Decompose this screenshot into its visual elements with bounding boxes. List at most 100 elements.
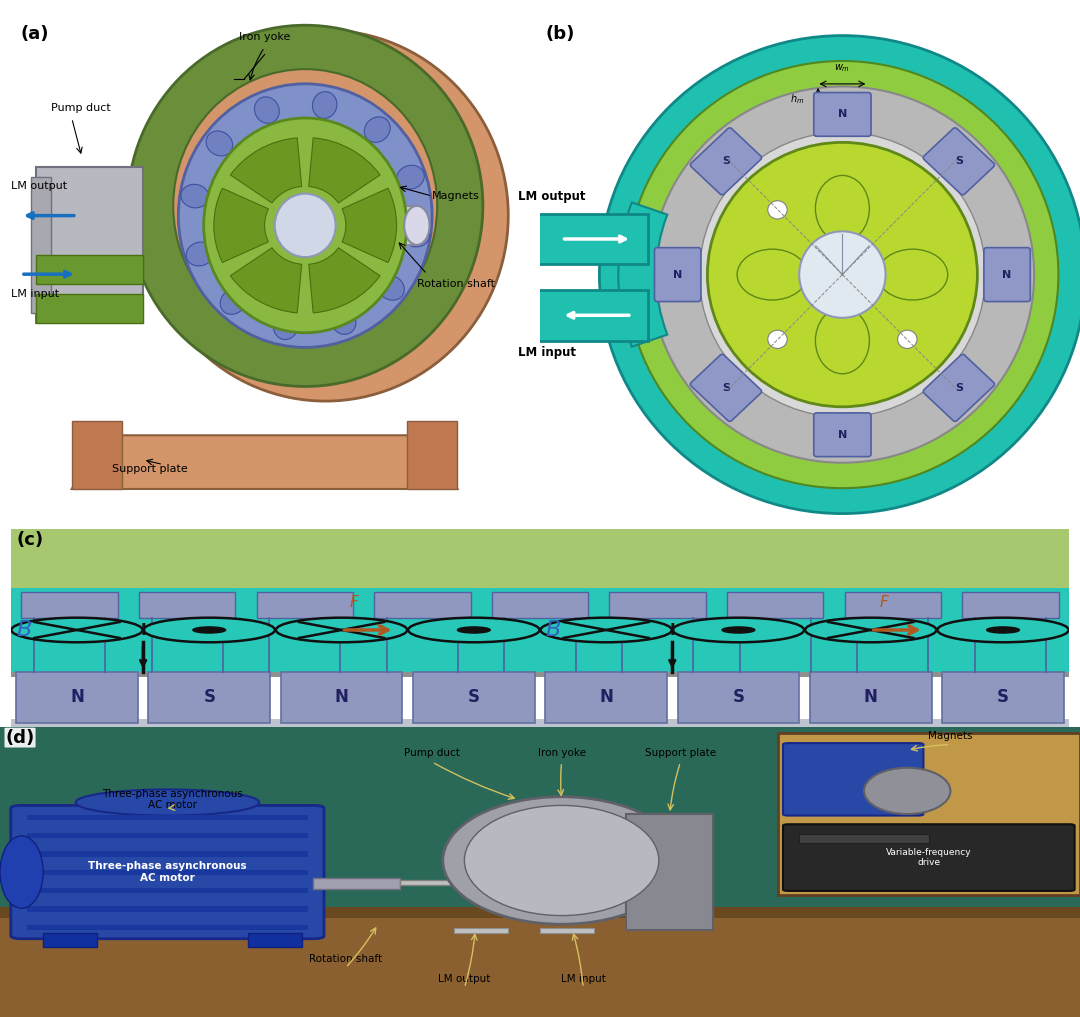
Ellipse shape (76, 789, 259, 816)
FancyBboxPatch shape (814, 93, 870, 136)
Circle shape (193, 626, 226, 633)
Text: S: S (955, 382, 963, 393)
Bar (727, 592, 823, 618)
Ellipse shape (193, 79, 458, 352)
FancyBboxPatch shape (690, 354, 761, 421)
Text: $h_m$: $h_m$ (791, 93, 805, 106)
Bar (37, 254, 143, 284)
Text: Rotation shaft: Rotation shaft (309, 954, 382, 964)
Wedge shape (214, 188, 269, 262)
Bar (11, 529, 1069, 588)
Bar (306, 205, 417, 245)
Text: Three-phase asynchronous
AC motor: Three-phase asynchronous AC motor (89, 861, 246, 883)
Circle shape (768, 200, 787, 219)
Polygon shape (71, 421, 122, 489)
FancyBboxPatch shape (783, 743, 923, 816)
Bar (11, 671, 1069, 676)
Bar (400, 880, 454, 885)
Text: $R_0$: $R_0$ (759, 206, 774, 221)
Text: LM output: LM output (438, 974, 490, 984)
Bar (454, 928, 508, 933)
Bar (27, 906, 308, 911)
Bar (799, 834, 929, 843)
Ellipse shape (273, 313, 298, 340)
Bar (281, 671, 403, 723)
Bar (27, 833, 308, 838)
Ellipse shape (204, 118, 407, 333)
Text: Pump duct: Pump duct (404, 749, 460, 759)
Circle shape (673, 617, 805, 643)
Text: S: S (955, 157, 963, 167)
Bar (11, 588, 1069, 671)
Ellipse shape (443, 796, 680, 924)
Ellipse shape (364, 117, 390, 142)
FancyBboxPatch shape (783, 824, 1075, 891)
Text: I: I (670, 623, 675, 638)
Text: Iron yoke: Iron yoke (239, 45, 291, 55)
Wedge shape (619, 202, 667, 347)
FancyBboxPatch shape (31, 177, 52, 313)
Bar (37, 294, 143, 323)
Bar (942, 671, 1064, 723)
Text: S: S (997, 689, 1009, 707)
Text: N: N (838, 110, 847, 119)
Text: (d): (d) (5, 728, 35, 746)
Text: Iron yoke: Iron yoke (239, 33, 291, 43)
Bar (27, 851, 308, 856)
Bar (43, 933, 97, 948)
Bar (540, 928, 594, 933)
Ellipse shape (173, 69, 437, 343)
FancyBboxPatch shape (984, 248, 1030, 301)
Polygon shape (407, 421, 458, 489)
Text: $w_m$: $w_m$ (835, 62, 850, 74)
Ellipse shape (332, 308, 356, 335)
Circle shape (408, 617, 540, 643)
FancyBboxPatch shape (778, 733, 1080, 895)
Ellipse shape (186, 242, 214, 265)
Ellipse shape (402, 224, 430, 247)
Ellipse shape (0, 836, 43, 908)
Text: LM output: LM output (11, 181, 67, 191)
Ellipse shape (206, 131, 232, 156)
Polygon shape (71, 435, 458, 489)
Ellipse shape (707, 142, 977, 407)
Ellipse shape (650, 86, 1035, 463)
Text: Magnets: Magnets (432, 191, 480, 201)
Circle shape (768, 331, 787, 349)
Bar (413, 671, 535, 723)
Ellipse shape (700, 132, 986, 417)
Wedge shape (342, 188, 396, 262)
Bar (626, 814, 713, 930)
Bar (677, 671, 799, 723)
Ellipse shape (799, 232, 886, 317)
Circle shape (805, 617, 936, 643)
Circle shape (723, 626, 755, 633)
Circle shape (987, 626, 1020, 633)
Bar (11, 719, 1069, 727)
Ellipse shape (737, 249, 808, 300)
Ellipse shape (127, 25, 483, 386)
Ellipse shape (877, 249, 948, 300)
Bar (0, 907, 1080, 918)
Ellipse shape (378, 276, 404, 300)
Text: Magnets: Magnets (928, 731, 973, 740)
Bar (962, 592, 1058, 618)
Text: Support plate: Support plate (112, 465, 188, 475)
Bar (845, 592, 941, 618)
Ellipse shape (815, 175, 869, 241)
FancyBboxPatch shape (654, 247, 701, 301)
Bar (22, 592, 118, 618)
Text: $\beta$: $\beta$ (860, 343, 868, 359)
Text: $B$: $B$ (545, 620, 562, 640)
Ellipse shape (396, 166, 424, 189)
Wedge shape (309, 248, 380, 313)
Text: I: I (140, 623, 146, 638)
Text: Iron yoke: Iron yoke (538, 749, 585, 759)
Text: (c): (c) (16, 531, 43, 549)
Text: N: N (599, 689, 613, 707)
Wedge shape (230, 138, 301, 203)
Bar (27, 870, 308, 875)
Text: S: S (732, 689, 744, 707)
Bar (491, 592, 589, 618)
Text: N: N (335, 689, 349, 707)
